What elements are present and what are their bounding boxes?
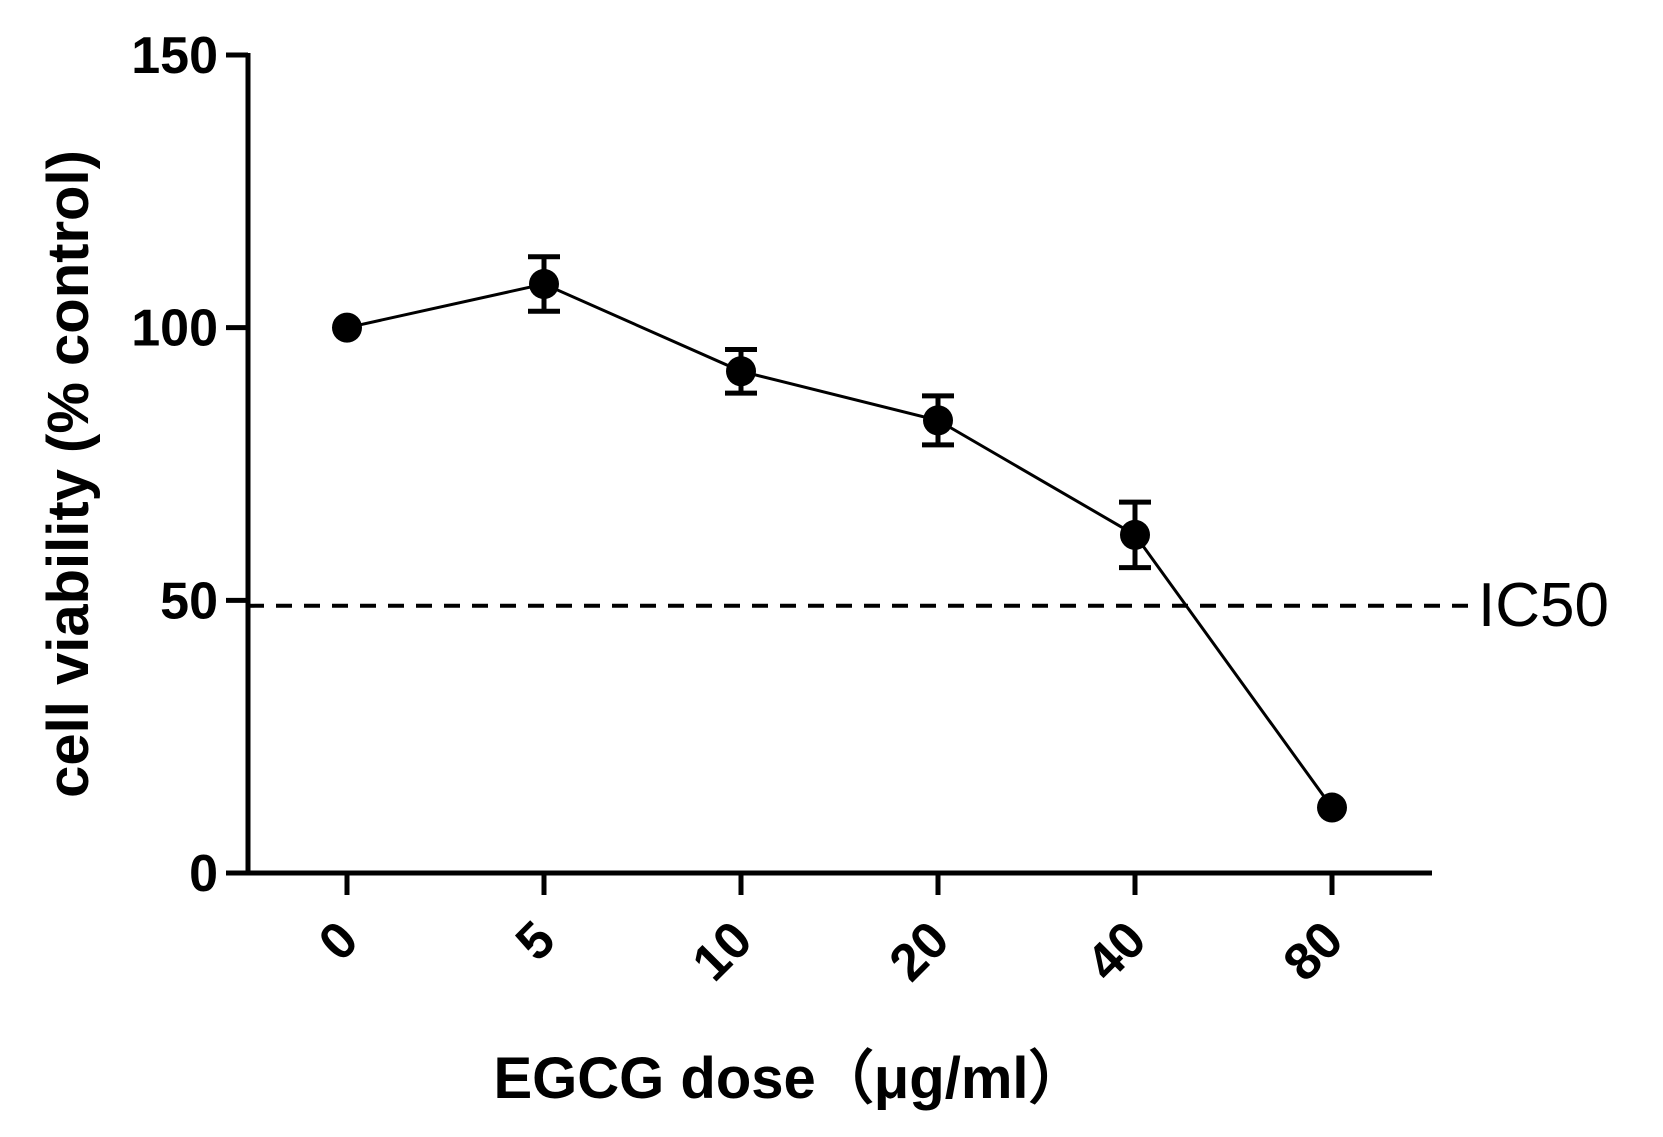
- data-point: [529, 269, 559, 300]
- x-ticks: 0 5 10 20 40 80: [308, 873, 1354, 992]
- data-point: [923, 405, 953, 436]
- reference-line-group: IC50: [248, 571, 1609, 640]
- y-tick-label: 100: [131, 300, 218, 358]
- y-tick-label: 0: [189, 845, 218, 903]
- data-point: [726, 356, 756, 387]
- ic50-label: IC50: [1478, 571, 1609, 640]
- x-axis-title: EGCG dose（μg/ml）: [494, 1046, 1087, 1111]
- x-tick-label: 80: [1273, 910, 1355, 992]
- series-line: [346, 282, 1334, 809]
- y-axis-title: cell viability (% control): [36, 150, 101, 798]
- y-tick-label: 50: [160, 572, 218, 630]
- y-tick-label: 150: [131, 27, 218, 85]
- x-tick-label: 0: [308, 910, 369, 971]
- data-point: [1120, 519, 1150, 550]
- x-tick-label: 20: [879, 910, 961, 992]
- x-tick-label: 10: [682, 910, 764, 992]
- x-tick-label: 40: [1076, 910, 1158, 992]
- data-point: [332, 312, 362, 343]
- data-point: [1317, 792, 1347, 823]
- x-tick-label: 5: [505, 910, 566, 971]
- series-group: [332, 254, 1347, 823]
- y-ticks: 0 50 100 150: [131, 27, 248, 903]
- axes: [245, 53, 1432, 876]
